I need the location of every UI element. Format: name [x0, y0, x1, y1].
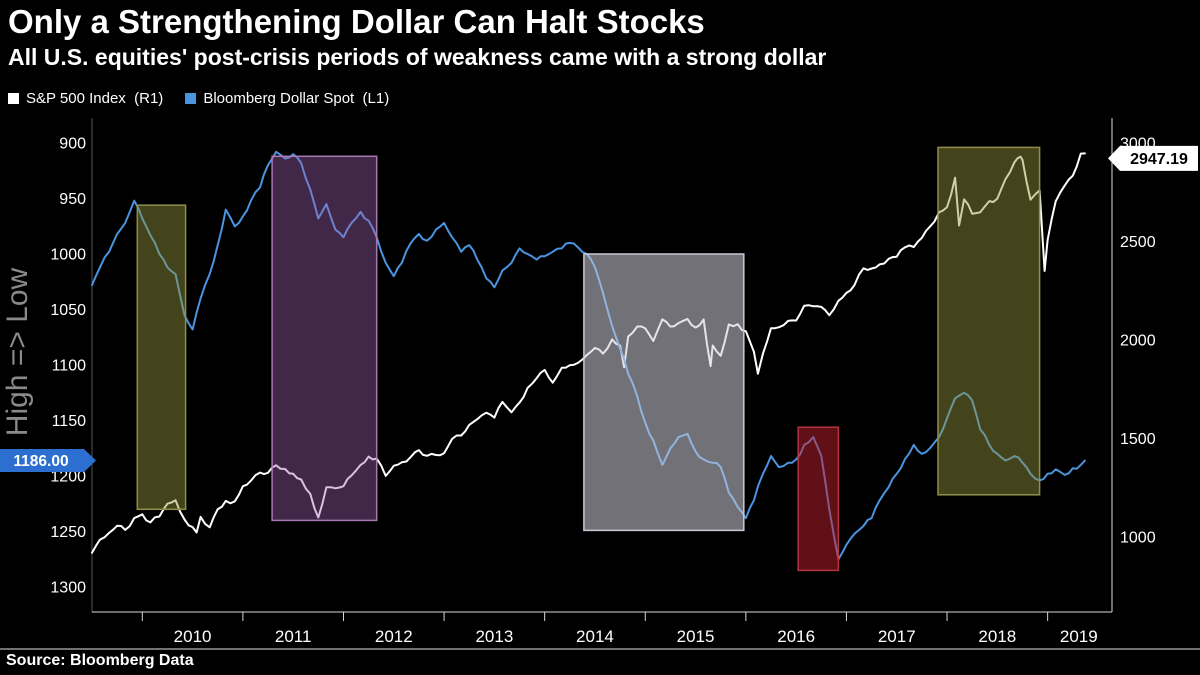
- x-axis-year-label: 2011: [275, 627, 312, 646]
- left-axis-tick-label: 1200: [50, 469, 86, 486]
- left-axis-tick-label: 1000: [50, 247, 86, 264]
- chart-subtitle: All U.S. equities' post-crisis periods o…: [8, 44, 827, 70]
- highlight-region: [136, 204, 187, 511]
- sp500-badge-arrow-icon: [1108, 145, 1198, 171]
- x-axis-year-label: 2019: [1060, 627, 1098, 646]
- left-axis-tick-label: 1150: [52, 413, 87, 430]
- sp500-legend-swatch-icon: [8, 93, 19, 104]
- right-axis-tick-label: 1000: [1120, 530, 1156, 547]
- x-axis: 2010 2011 2012 2013 2014 2015 2016 2017 2018 2019: [141, 612, 1098, 646]
- chart-title: Only a Strengthening Dollar Can Halt Sto…: [8, 3, 705, 40]
- left-axis: 900 950 1000 1050 1100 1150 1200 1250 1300 High =…: [1, 136, 86, 597]
- chart-legend: S&P 500 Index (R1) Bloomberg Dollar Spot…: [8, 90, 389, 107]
- dollar-badge-value: 1186.00: [13, 453, 68, 470]
- right-axis-tick-label: 2000: [1120, 333, 1156, 350]
- legend-item-dollar: Bloomberg Dollar Spot (L1): [185, 90, 389, 107]
- axis-frame: [91, 118, 1113, 613]
- left-axis-tick-label: 1300: [50, 580, 86, 597]
- x-axis-year-label: 2013: [475, 627, 513, 646]
- x-axis-year-label: 2018: [978, 627, 1016, 646]
- sp500-current-value-badge: 2947.19: [1108, 145, 1198, 171]
- left-axis-tick-label: 1100: [52, 358, 87, 375]
- left-axis-tick-label: 1050: [50, 302, 86, 319]
- x-axis-year-label: 2016: [777, 627, 815, 646]
- sp500-badge-value: 2947.19: [1130, 151, 1188, 168]
- highlight-regions: [136, 146, 1041, 572]
- x-axis-year-label: 2014: [576, 627, 614, 646]
- highlight-region: [937, 146, 1041, 496]
- legend-item-sp500: S&P 500 Index (R1): [8, 90, 163, 107]
- left-axis-tick-label: 900: [59, 136, 86, 153]
- highlight-region: [583, 253, 745, 532]
- right-axis-tick-label: 1500: [1120, 431, 1156, 448]
- source-note: Source: Bloomberg Data: [6, 652, 194, 669]
- left-axis-tick-label: 1250: [50, 524, 86, 541]
- highlight-region: [797, 426, 840, 572]
- dollar-current-value-badge: 1186.00: [0, 448, 96, 472]
- x-axis-year-label: 2012: [375, 627, 413, 646]
- left-axis-title: High => Low: [1, 267, 34, 436]
- x-axis-year-label: 2010: [174, 627, 212, 646]
- dollar-legend-label: Bloomberg Dollar Spot (L1): [203, 90, 390, 107]
- left-axis-tick-label: 950: [59, 191, 86, 208]
- x-axis-year-label: 2017: [878, 627, 916, 646]
- right-axis-tick-label: 2500: [1120, 234, 1156, 251]
- sp500-legend-label: S&P 500 Index (R1): [26, 90, 164, 107]
- x-axis-year-label: 2015: [677, 627, 715, 646]
- dollar-legend-swatch-icon: [185, 93, 197, 104]
- highlight-region: [271, 155, 378, 522]
- dollar-badge-arrow-icon: [0, 448, 96, 472]
